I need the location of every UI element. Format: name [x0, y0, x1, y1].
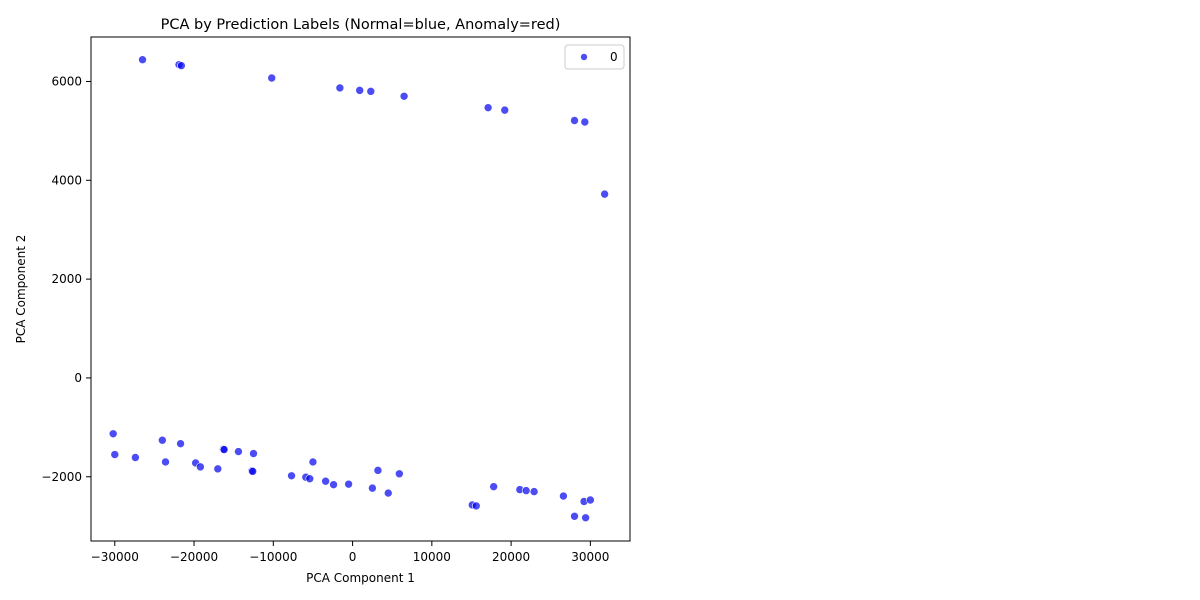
data-point	[383, 488, 393, 498]
data-point	[158, 435, 167, 445]
y-tick-label: 6000	[51, 74, 82, 88]
x-tick-label: 10000	[413, 550, 451, 564]
data-point	[570, 116, 579, 125]
data-point	[580, 117, 590, 127]
data-point	[248, 467, 257, 476]
y-tick-label: −2000	[41, 470, 82, 484]
y-tick-label: 0	[74, 371, 82, 385]
data-point	[177, 61, 186, 70]
data-point	[570, 511, 579, 521]
x-axis: −30000 −20000 −10000 0 10000 20000 30000	[91, 541, 609, 564]
data-point	[600, 189, 609, 199]
data-point	[586, 495, 595, 505]
data-point	[213, 464, 223, 474]
data-point	[219, 445, 229, 454]
data-point	[267, 73, 277, 83]
x-tick-label: 20000	[492, 550, 530, 564]
data-point	[287, 471, 296, 481]
data-point	[308, 457, 318, 467]
data-point	[395, 469, 404, 479]
data-point	[344, 479, 353, 489]
data-point	[373, 466, 383, 475]
points-layer	[108, 55, 609, 523]
data-point	[138, 55, 147, 65]
data-point	[399, 91, 409, 101]
plot-frame	[90, 36, 631, 542]
data-point	[321, 476, 330, 486]
x-tick-label: 0	[349, 550, 357, 564]
data-point	[161, 457, 170, 467]
data-point	[355, 86, 365, 95]
chart-title: PCA by Prediction Labels (Normal=blue, A…	[161, 17, 561, 33]
data-point	[196, 462, 205, 472]
legend: 0	[564, 44, 625, 70]
data-point	[249, 449, 258, 458]
data-point	[529, 487, 539, 496]
data-point	[234, 447, 243, 456]
legend-box	[564, 44, 625, 70]
x-tick-label: −30000	[91, 550, 139, 564]
data-point	[131, 453, 140, 462]
data-point	[329, 480, 338, 489]
y-tick-label: 2000	[51, 272, 82, 286]
y-axis-label: PCA Component 2	[14, 235, 28, 344]
data-point	[471, 501, 481, 511]
y-tick-label: 4000	[51, 173, 82, 187]
x-axis-label: PCA Component 1	[306, 571, 415, 585]
x-tick-label: −20000	[170, 550, 218, 564]
data-point	[521, 486, 531, 495]
data-point	[176, 439, 185, 448]
data-point	[483, 103, 493, 112]
data-point	[366, 87, 376, 96]
data-point	[489, 482, 498, 491]
data-point	[335, 83, 345, 93]
y-axis: −2000 0 2000 4000 6000	[41, 74, 91, 484]
data-point	[110, 450, 120, 459]
data-point	[305, 474, 315, 484]
data-point	[559, 491, 568, 501]
x-tick-label: −10000	[249, 550, 297, 564]
x-tick-label: 30000	[571, 550, 609, 564]
data-point	[581, 513, 590, 523]
legend-entry-label: 0	[610, 50, 618, 64]
data-point	[500, 105, 510, 115]
data-point	[368, 483, 377, 493]
data-point	[108, 429, 118, 439]
legend-marker	[580, 53, 588, 61]
